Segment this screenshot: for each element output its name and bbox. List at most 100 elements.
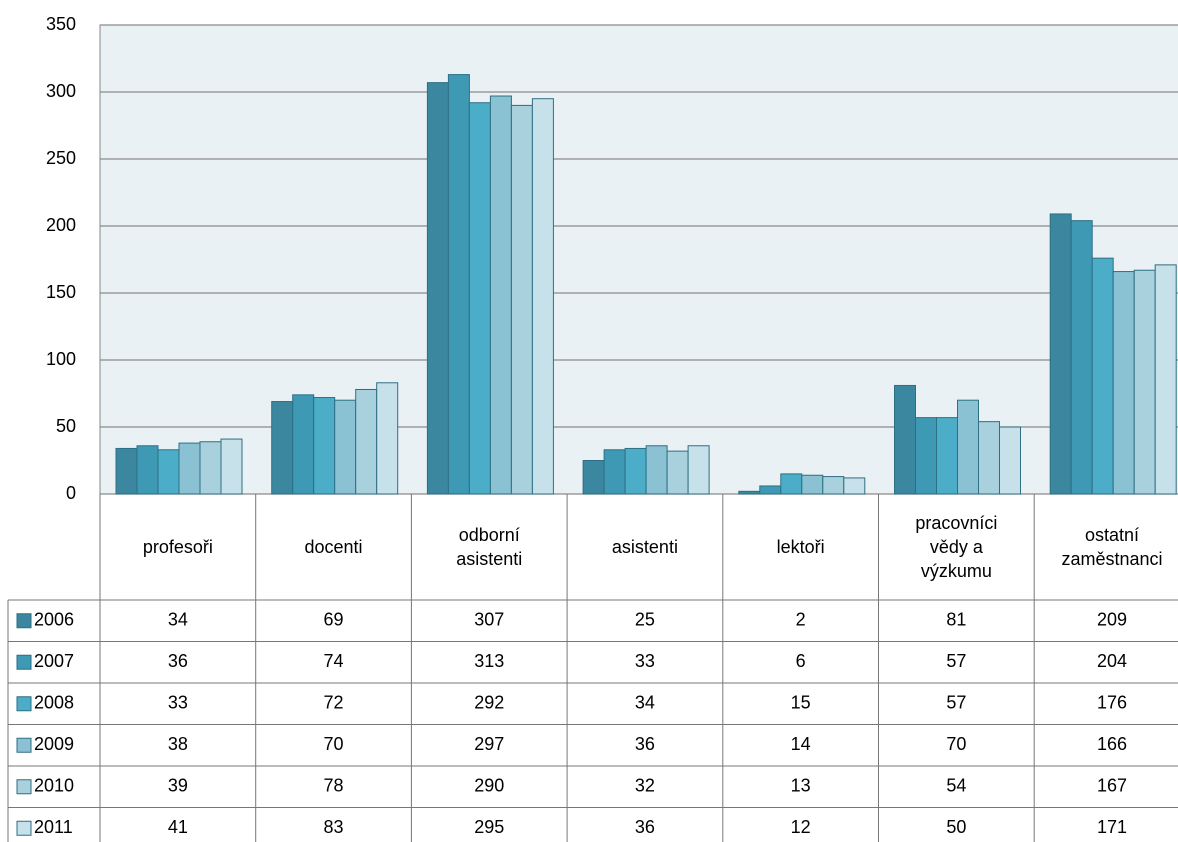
plot-area	[99, 24, 1178, 495]
y-tick-label: 150	[46, 282, 76, 302]
table-cell: 70	[946, 734, 966, 754]
x-tick-label: pracovníci vědy a výzkumu	[915, 513, 998, 581]
bar	[313, 397, 336, 495]
table-cell: 297	[474, 734, 504, 754]
bar	[1070, 220, 1093, 495]
table-cell: 14	[791, 734, 811, 754]
y-tick-label: 350	[46, 14, 76, 34]
table-cell: 12	[791, 817, 811, 837]
bar	[978, 421, 1000, 495]
x-tick-label: docenti	[304, 537, 363, 557]
table-cell: 307	[474, 610, 504, 630]
bar	[334, 399, 357, 495]
legend-key	[16, 696, 32, 712]
bar	[447, 74, 470, 495]
table-cell: 39	[168, 776, 188, 796]
table-cell: 81	[946, 610, 966, 630]
table-cell: 2	[796, 610, 806, 630]
table-cell: 33	[635, 651, 655, 671]
bar	[624, 447, 647, 495]
bar	[178, 442, 201, 495]
bar	[822, 476, 845, 495]
bar	[666, 450, 689, 495]
y-tick-label: 0	[66, 483, 76, 503]
bar	[1133, 269, 1156, 495]
bar	[1112, 271, 1135, 495]
table-cell: 57	[946, 651, 966, 671]
table-cell: 36	[635, 817, 655, 837]
bar	[894, 384, 916, 495]
bar	[531, 98, 554, 495]
table-cell: 38	[168, 734, 188, 754]
legend-label: 2009	[34, 734, 74, 754]
table-cell: 72	[324, 693, 344, 713]
table-cell: 34	[635, 693, 655, 713]
bar	[645, 445, 668, 495]
bar	[759, 485, 782, 495]
y-tick-label: 50	[56, 416, 76, 436]
table-cell: 33	[168, 693, 188, 713]
table-cell: 57	[946, 693, 966, 713]
table-cell: 176	[1097, 693, 1127, 713]
x-tick-label: asistenti	[611, 537, 678, 557]
table-cell: 290	[474, 776, 504, 796]
legend-label: 2010	[34, 776, 74, 796]
table-cell: 295	[474, 817, 504, 837]
bar	[780, 473, 803, 495]
table-cell: 313	[474, 651, 504, 671]
x-tick-label: profesoři	[142, 537, 213, 557]
table-cell: 74	[324, 651, 344, 671]
table-cell: 25	[635, 610, 655, 630]
bar	[510, 104, 533, 495]
table-cell: 36	[635, 734, 655, 754]
bar	[936, 417, 958, 495]
bar	[115, 447, 138, 495]
y-tick-label: 200	[46, 215, 76, 235]
table-cell: 171	[1097, 817, 1127, 837]
legend-label: 2006	[34, 610, 74, 630]
legend-key	[16, 613, 32, 629]
table-cell: 50	[946, 817, 966, 837]
bar	[801, 474, 824, 495]
bar	[999, 426, 1021, 495]
legend-key	[16, 737, 32, 753]
table-cell: 36	[168, 651, 188, 671]
bar	[582, 460, 605, 495]
x-tick-label: lektoři	[776, 537, 825, 557]
table-cell: 78	[324, 776, 344, 796]
table-cell: 6	[796, 651, 806, 671]
bar	[603, 449, 626, 495]
table-cell: 70	[324, 734, 344, 754]
bar	[271, 401, 294, 495]
y-tick-label: 250	[46, 148, 76, 168]
bar	[376, 382, 399, 495]
bar	[1049, 213, 1072, 495]
table-cell: 204	[1097, 651, 1127, 671]
bar	[843, 477, 866, 495]
legend-label: 2007	[34, 651, 74, 671]
bar	[687, 445, 710, 495]
table-cell: 13	[791, 776, 811, 796]
table-cell: 166	[1097, 734, 1127, 754]
bar	[355, 388, 378, 495]
bar	[468, 102, 491, 495]
x-tick-label: ostatní zaměstnanci	[1061, 525, 1163, 569]
bar	[1154, 264, 1177, 495]
table-cell: 54	[946, 776, 966, 796]
table-cell: 32	[635, 776, 655, 796]
bar	[220, 438, 243, 495]
bar	[957, 399, 979, 495]
x-tick-label: odborní asistenti	[456, 525, 523, 569]
table-cell: 41	[168, 817, 188, 837]
bar	[199, 441, 222, 495]
legend-label: 2008	[34, 693, 74, 713]
legend-label: 2011	[34, 817, 73, 837]
legend-key	[16, 654, 32, 670]
bar	[292, 394, 315, 495]
table-cell: 292	[474, 693, 504, 713]
bar	[136, 445, 159, 495]
bar	[489, 95, 512, 495]
table-cell: 167	[1097, 776, 1127, 796]
